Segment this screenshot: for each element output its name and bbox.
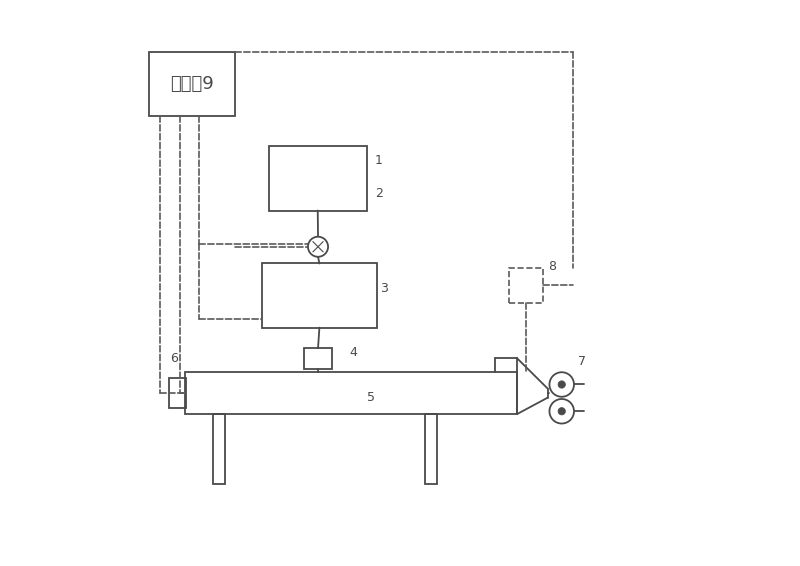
Circle shape	[558, 408, 566, 415]
Text: 1: 1	[375, 154, 382, 167]
Text: 6: 6	[170, 352, 178, 365]
Circle shape	[558, 381, 566, 388]
Circle shape	[550, 372, 574, 397]
Text: 5: 5	[366, 391, 374, 404]
Text: 控制器9: 控制器9	[170, 75, 214, 93]
Text: 7: 7	[578, 354, 586, 367]
Text: 4: 4	[350, 346, 358, 359]
Text: 3: 3	[381, 282, 388, 295]
Circle shape	[550, 399, 574, 423]
Circle shape	[308, 237, 328, 257]
Text: 8: 8	[548, 260, 556, 273]
Text: 2: 2	[375, 187, 382, 200]
